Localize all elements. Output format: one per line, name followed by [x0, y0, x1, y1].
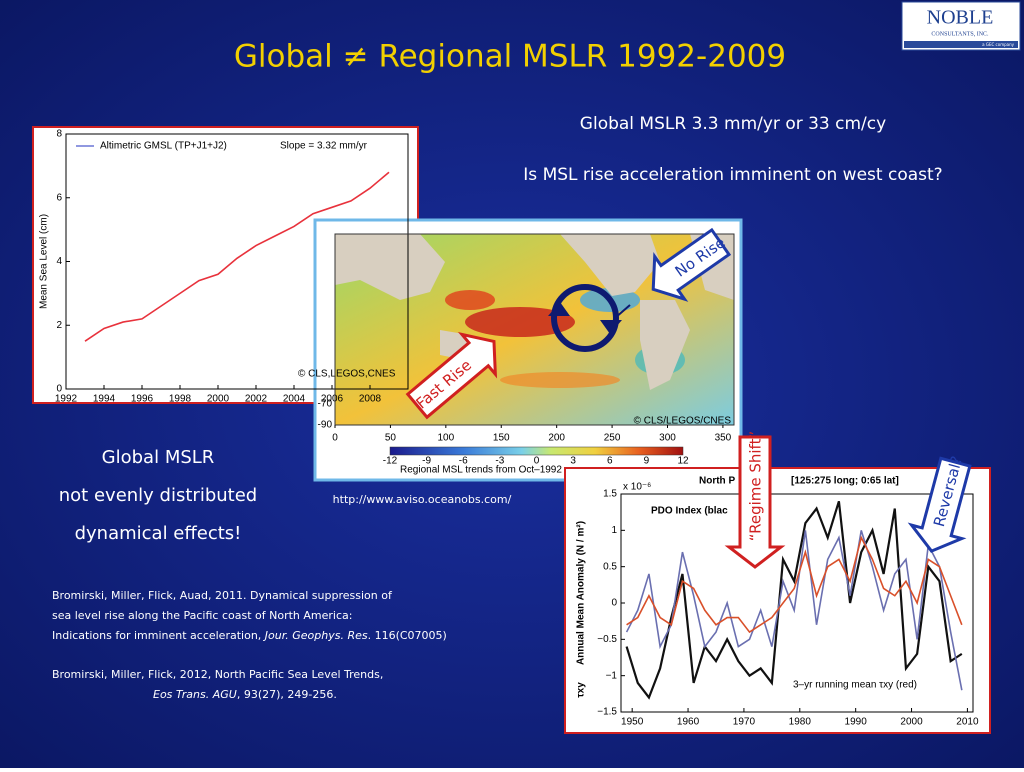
x-tick-label: 2006	[321, 394, 344, 405]
x-tick-label: 1998	[169, 394, 192, 405]
logo-note: a GEC company	[982, 42, 1014, 47]
reference-line: Bromirski, Miller, Flick, Auad, 2011. Dy…	[52, 589, 393, 602]
colorbar-tick-label: -3	[495, 456, 504, 467]
data-line	[625, 500, 963, 700]
x-tick-label: 2004	[283, 394, 306, 405]
y-tick-label: 0.5	[603, 561, 617, 572]
y-tick-label: −1	[606, 670, 618, 681]
colorbar-tick-label: 0	[534, 456, 540, 467]
x-tick-label: 2000	[900, 717, 923, 728]
logo: NOBLE CONSULTANTS, INC. a GEC company	[901, 1, 1021, 51]
x-tick-label: 1970	[733, 717, 756, 728]
callout-arrow	[907, 456, 972, 553]
logo-text: NOBLE	[927, 7, 994, 29]
map-image	[335, 234, 734, 425]
x-tick-label: 2000	[207, 394, 230, 405]
x-tick-label: 2010	[956, 717, 979, 728]
colorbar-tick-label: -6	[459, 456, 468, 467]
y-tick-label: -90	[318, 420, 333, 431]
scale-note: x 10⁻⁶	[623, 482, 651, 493]
y-tick-label: 1	[611, 525, 617, 536]
logo-sub: CONSULTANTS, INC.	[931, 31, 989, 37]
colorbar-tick-label: -12	[383, 456, 398, 467]
ref-part: Indications for imminent acceleration,	[52, 629, 265, 642]
x-tick-label: 2002	[245, 394, 268, 405]
x-tick-label: 200	[548, 433, 565, 444]
ref-part: , 93(27), 249-256.	[237, 688, 337, 701]
y-tick-label: 0	[56, 384, 62, 395]
colorbar-tick-label: 3	[570, 456, 576, 467]
summary-line: Global MSLR	[102, 447, 215, 468]
x-tick-label: 250	[604, 433, 621, 444]
x-tick-label: 2008	[359, 394, 382, 405]
map-frame	[334, 233, 735, 426]
reference-line: sea level rise along the Pacific coast o…	[52, 609, 352, 622]
callout-arrow	[405, 331, 498, 420]
data-line	[626, 535, 963, 634]
y-tick-label: 1.5	[603, 489, 617, 500]
y-tick-label: -70	[318, 398, 333, 409]
y-tick-label: 8	[56, 129, 62, 140]
x-tick-label: 350	[715, 433, 732, 444]
x-tick-label: 1990	[845, 717, 868, 728]
x-tick-label: 1960	[677, 717, 700, 728]
note: Global MSLR 3.3 mm/yr or 33 cm/cy	[580, 114, 886, 134]
x-tick-label: 0	[332, 433, 338, 444]
colorbar-title: Regional MSL trends from Oct–1992	[400, 465, 562, 476]
ref-journal: Eos Trans. AGU	[153, 688, 237, 701]
x-tick-label: 1950	[621, 717, 644, 728]
region: [125:275 long; 0:65 lat]	[791, 476, 899, 487]
series-note: 3–yr running mean τxy (red)	[793, 680, 917, 691]
slope-note: Slope = 3.32 mm/yr	[280, 141, 368, 152]
x-tick-label: 50	[385, 433, 397, 444]
note: Is MSL rise acceleration imminent on wes…	[523, 165, 942, 185]
y-tick-label: 4	[56, 256, 62, 267]
source-url: http://www.aviso.oceanobs.com/	[333, 493, 512, 506]
references: Bromirski, Miller, Flick, Auad, 2011. Dy…	[52, 589, 447, 701]
reference-line: Bromirski, Miller, Flick, 2012, North Pa…	[52, 668, 383, 681]
reference-line: Eos Trans. AGU, 93(27), 249-256.	[153, 688, 337, 701]
x-tick-label: 1980	[789, 717, 812, 728]
data-line	[625, 530, 963, 691]
x-tick-label: 1996	[131, 394, 154, 405]
y-axis-label: Annual Mean Anomaly (N / m²)	[576, 521, 587, 665]
y-axis-label: Mean Sea Level (cm)	[39, 214, 50, 309]
summary-line: not evenly distributed	[59, 485, 257, 506]
callout-arrow	[651, 227, 732, 302]
callout: Fast Rise	[405, 331, 498, 420]
reference-line: Indications for imminent acceleration, J…	[52, 629, 447, 642]
slide-title: Global ≠ Regional MSLR 1992-2009	[234, 39, 786, 75]
ref-part: . 116(C07005)	[368, 629, 447, 642]
callout: “Regime Shift”	[724, 431, 786, 569]
x-tick-label: 150	[493, 433, 510, 444]
data-line	[84, 171, 390, 342]
credit: © CLS,LEGOS,CNES	[298, 369, 396, 380]
summary-line: dynamical effects!	[75, 523, 242, 544]
subtitle: PDO Index (blac	[651, 506, 728, 517]
ref-journal: Jour. Geophys. Res	[263, 629, 368, 642]
pdo-panel	[564, 467, 991, 734]
y-tick-label: 0	[611, 598, 617, 609]
y-tick-label: 6	[56, 192, 62, 203]
colorbar-tick-label: 9	[644, 456, 650, 467]
callout-arrow	[724, 435, 786, 569]
colorbar-tick-label: 6	[607, 456, 613, 467]
x-tick-label: 1992	[55, 394, 78, 405]
y-symbol: τxy	[576, 682, 587, 698]
credit: © CLS/LEGOS/CNES	[634, 416, 732, 427]
colorbar	[389, 446, 684, 456]
x-tick-label: 1994	[93, 394, 116, 405]
chart-title: North P	[699, 476, 735, 487]
x-tick-label: 300	[659, 433, 676, 444]
callout-text: “Regime Shift”	[747, 431, 765, 541]
y-tick-label: 2	[56, 320, 62, 331]
colorbar-tick-label: -9	[422, 456, 431, 467]
legend-entry: Altimetric GMSL (TP+J1+J2)	[100, 141, 227, 152]
x-tick-label: 100	[437, 433, 454, 444]
colorbar-tick-label: 12	[677, 456, 689, 467]
y-tick-label: −1.5	[597, 707, 617, 718]
y-tick-label: −0.5	[597, 634, 617, 645]
